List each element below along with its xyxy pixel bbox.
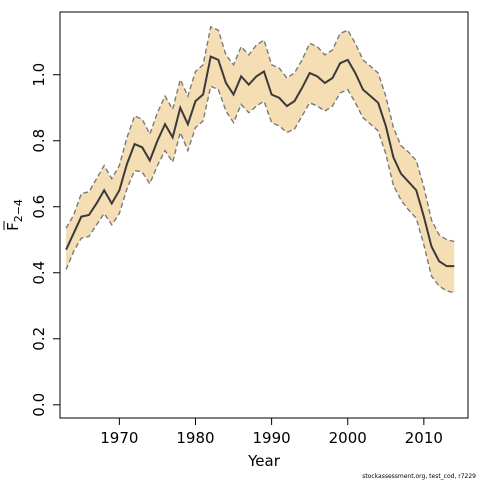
confidence-band [66, 26, 455, 293]
x-tick-label: 1970 [100, 429, 138, 447]
y-tick-label: 0.0 [30, 393, 48, 417]
x-axis: 1970 1980 1990 2000 2010 [100, 418, 443, 447]
x-axis-title: Year [247, 452, 281, 470]
upper-bound-line [65, 25, 455, 243]
footnote: stockassessment.org, test_cod, r7229 [362, 473, 476, 480]
x-tick-label: 2000 [329, 429, 367, 447]
y-tick-label: 0.2 [30, 327, 48, 351]
svg-text:F2−4: F2−4 [4, 199, 25, 231]
x-tick-label: 1980 [176, 429, 214, 447]
y-tick-label: 0.4 [30, 261, 48, 285]
y-tick-label: 0.8 [30, 129, 48, 153]
lower-bound-line [65, 85, 455, 294]
x-tick-label: 2010 [405, 429, 443, 447]
y-axis-title-subscript: 2−4 [12, 199, 25, 222]
x-tick-label: 1990 [253, 429, 291, 447]
y-axis-title-base: F [4, 222, 22, 231]
plot-area [65, 25, 455, 294]
y-tick-label: 1.0 [30, 63, 48, 87]
y-tick-label: 0.6 [30, 195, 48, 219]
estimate-line [65, 55, 455, 268]
plot-frame [59, 11, 469, 419]
y-axis-title: F2−4 [3, 199, 25, 231]
y-axis: 0.0 0.2 0.4 0.6 0.8 1.0 [30, 63, 60, 417]
